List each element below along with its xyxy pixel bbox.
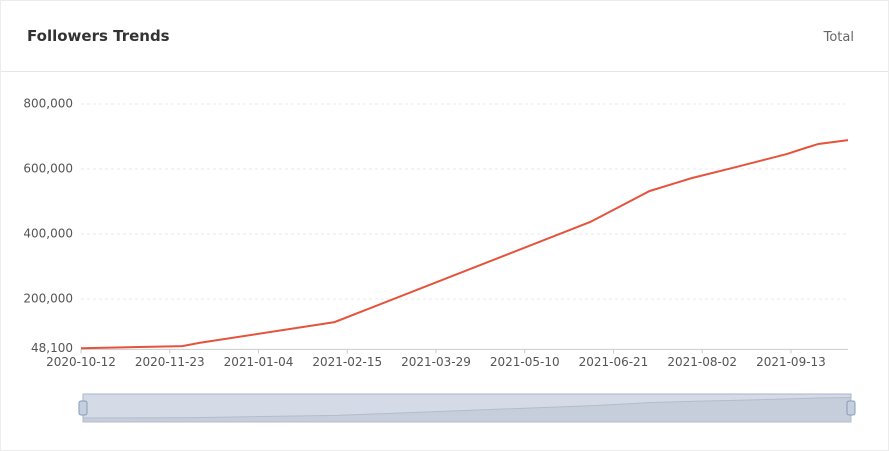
trend-line xyxy=(80,139,849,350)
y-tick-label: 48,100 xyxy=(31,341,73,355)
zoom-handle-right[interactable] xyxy=(846,400,856,416)
y-tick-label: 400,000 xyxy=(23,227,73,241)
x-tick-label: 2021-08-02 xyxy=(667,355,737,369)
x-tick-label: 2021-03-29 xyxy=(401,355,471,369)
zoom-handle-left[interactable] xyxy=(78,400,88,416)
card-title: Followers Trends xyxy=(27,27,170,45)
total-toggle[interactable]: Total xyxy=(823,30,854,45)
card-header: Followers Trends Total xyxy=(1,1,888,72)
x-tick-label: 2020-11-23 xyxy=(135,355,205,369)
y-tick-label: 200,000 xyxy=(23,292,73,306)
x-tick-label: 2020-10-12 xyxy=(46,355,116,369)
x-tick-label: 2021-01-04 xyxy=(224,355,294,369)
y-tick-label: 800,000 xyxy=(23,97,73,111)
x-tick-label: 2021-02-15 xyxy=(312,355,382,369)
x-tick-label: 2021-06-21 xyxy=(579,355,649,369)
y-tick-label: 600,000 xyxy=(23,162,73,176)
x-tick-label: 2021-05-10 xyxy=(490,355,560,369)
x-tick-label: 2021-09-13 xyxy=(756,355,826,369)
